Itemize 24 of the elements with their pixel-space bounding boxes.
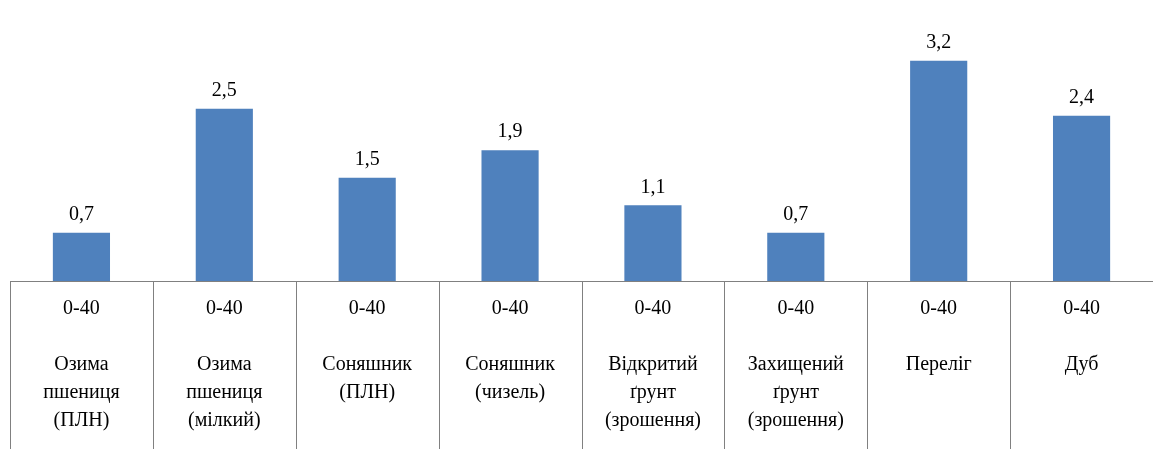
category-label: 0-40 Відкритий ґрунт (зрошення) [604, 296, 701, 431]
bar [52, 232, 111, 281]
data-label: 0,7 [783, 202, 809, 225]
category-label: 0-40 Соняшник (чизель) [465, 296, 555, 403]
bar [195, 108, 253, 281]
category-label: 0-40 Озима пшениця (мілкий) [186, 296, 263, 431]
category-label: 0-40 Дуб [1063, 296, 1100, 375]
bar [1052, 115, 1111, 281]
data-label: 2,5 [211, 78, 237, 101]
data-label: 1,1 [640, 174, 666, 197]
category-label: 0-40 Соняшник (ПЛН) [322, 296, 413, 403]
bar [481, 150, 539, 281]
bar [624, 205, 682, 281]
data-label: 1,9 [497, 119, 523, 142]
data-label: 2,4 [1069, 84, 1095, 107]
bar [338, 177, 396, 281]
category-label: 0-40 Озима пшениця (ПЛН) [43, 296, 120, 431]
category-label: 0-40 Захищений ґрунт (зрошення) [747, 296, 844, 431]
category-label: 0-40 Переліг [905, 296, 972, 375]
data-label: 1,5 [354, 146, 380, 169]
data-label: 0,7 [68, 202, 94, 225]
data-label: 3,2 [926, 29, 952, 52]
bar [767, 232, 825, 281]
bar [910, 60, 968, 281]
